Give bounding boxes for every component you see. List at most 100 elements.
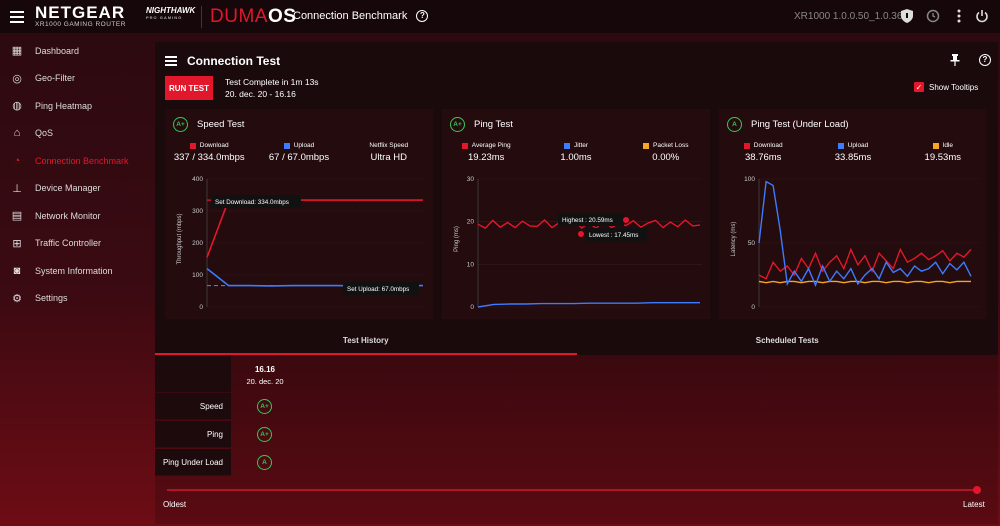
legend-average-ping[interactable]: Average Ping 19.23ms: [442, 142, 530, 163]
ping-chart: Ping (ms) 30 20 10 0 Highest : 20.59ms Lowe…: [454, 176, 702, 311]
history-icon[interactable]: [926, 9, 940, 23]
history-time: 16.16: [254, 365, 276, 374]
show-tooltips-checkbox[interactable]: ✓ Show Tooltips: [914, 82, 978, 92]
run-test-button[interactable]: RUN TEST: [165, 76, 213, 100]
highest-point: [623, 217, 629, 223]
legend-label: Download: [199, 142, 229, 149]
legend-load-idle[interactable]: Idle 19.53ms: [899, 142, 987, 163]
status-date-text: 20. dec. 20 - 16.16: [225, 88, 296, 99]
system-info-icon: ◙: [13, 264, 21, 277]
page-title: Connection Benchmark ?: [293, 10, 429, 23]
sidebar-item-connection-benchmark[interactable]: ◔ Connection Benchmark: [0, 147, 146, 175]
header-divider: [201, 6, 202, 28]
y-tick-label: 10: [467, 261, 475, 268]
legend-value: 67 / 67.0mbps: [268, 152, 330, 163]
network-monitor-icon: ▤: [11, 210, 23, 223]
history-slider-handle[interactable]: [973, 486, 981, 494]
load-idle-swatch: [932, 142, 939, 149]
duma-label: DUMA: [210, 6, 268, 27]
sidebar-item-ping-heatmap[interactable]: ◍ Ping Heatmap: [0, 92, 146, 120]
jitter-line: [477, 302, 700, 308]
highest-tooltip: [558, 213, 624, 226]
load-ticks: 100 50 0: [744, 176, 979, 311]
slider-latest-label: Latest: [963, 500, 985, 509]
sidebar-item-system-information[interactable]: ◙ System Information: [0, 257, 146, 285]
legend-value: 38.76ms: [745, 152, 782, 163]
ping-under-load-title: Ping Test (Under Load): [751, 119, 849, 130]
history-slider-track[interactable]: [167, 489, 977, 491]
more-options-icon[interactable]: [952, 9, 966, 23]
history-row-label: Ping: [155, 421, 231, 448]
upload-tooltip-text: Set Upload: 67.0mbps: [347, 286, 409, 293]
speed-test-header: A+ Speed Test: [173, 117, 244, 132]
nighthawk-logo: NIGHTHAWK PRO GAMING: [146, 6, 195, 20]
menu-icon[interactable]: [10, 11, 24, 23]
ping-test-title: Ping Test: [474, 119, 513, 130]
shield-icon[interactable]: [900, 9, 914, 23]
legend-label: Upload: [293, 142, 315, 149]
history-entry[interactable]: 16.16 20. dec. 20 A+ A+ A: [235, 355, 295, 479]
sidebar-item-device-manager[interactable]: ⊥ Device Manager: [0, 175, 146, 203]
history-row-labels: Speed Ping Ping Under Load: [155, 355, 231, 479]
average-ping-swatch: [461, 142, 468, 149]
load-legend: Download 38.76ms Upload 33.85ms Idle 19.…: [719, 142, 987, 163]
dumaos-logo: DUMAOS: [210, 6, 296, 28]
history-load-grade: A: [257, 455, 272, 470]
brand: NETGEAR XR1000 GAMING ROUTER: [35, 3, 126, 28]
download-swatch: [189, 142, 196, 149]
sidebar-item-label: Traffic Controller: [35, 238, 102, 249]
sidebar-item-settings[interactable]: ⚙ Settings: [0, 285, 146, 313]
help-icon[interactable]: ?: [416, 10, 429, 23]
download-tooltip: [211, 195, 301, 208]
speed-test-title: Speed Test: [197, 119, 245, 130]
settings-icon: ⚙: [12, 292, 22, 305]
ping-test-card: A+ Ping Test Average Ping 19.23ms Jitter…: [442, 109, 710, 319]
legend-load-upload[interactable]: Upload 33.85ms: [807, 142, 898, 163]
legend-value: 337 / 334.0mbps: [173, 152, 245, 163]
power-icon[interactable]: [975, 9, 989, 23]
sidebar-item-qos[interactable]: ⌂ QoS: [0, 120, 146, 148]
slider-oldest-label: Oldest: [163, 500, 187, 509]
history-tabs: Test History Scheduled Tests: [155, 331, 998, 355]
load-grade-badge: A: [727, 117, 742, 132]
y-tick-label: 0: [751, 304, 755, 311]
ping-ticks: 30 20 10 0: [467, 176, 702, 311]
y-tick-label: 0: [199, 304, 203, 311]
device-manager-icon: ⊥: [12, 182, 22, 195]
sidebar-item-network-monitor[interactable]: ▤ Network Monitor: [0, 202, 146, 230]
legend-jitter[interactable]: Jitter 1.00ms: [530, 142, 621, 163]
top-bar: NETGEAR XR1000 GAMING ROUTER NIGHTHAWK P…: [0, 0, 1000, 34]
ping-heatmap-icon: ◍: [12, 100, 22, 113]
legend-upload[interactable]: Upload 67 / 67.0mbps: [253, 142, 344, 163]
legend-download[interactable]: Download 337 / 334.0mbps: [165, 142, 253, 163]
tab-scheduled-tests[interactable]: Scheduled Tests: [755, 336, 819, 345]
sidebar-item-traffic-controller[interactable]: ⊞ Traffic Controller: [0, 230, 146, 258]
geo-filter-icon: ◎: [12, 72, 22, 85]
load-ylabel: Latency (ms): [731, 222, 737, 257]
history-header-cell: [155, 355, 231, 393]
panel-help-icon[interactable]: ?: [979, 54, 991, 66]
download-line: [206, 199, 423, 258]
legend-load-download[interactable]: Download 38.76ms: [719, 142, 807, 163]
firmware-version: XR1000 1.0.0.50_1.0.36: [794, 11, 903, 22]
sidebar-item-geo-filter[interactable]: ◎ Geo-Filter: [0, 65, 146, 93]
lowest-tooltip-text: Lowest : 17.45ms: [589, 232, 638, 239]
history-speed-grade: A+: [257, 399, 272, 414]
show-tooltips-label: Show Tooltips: [929, 82, 979, 92]
legend-packet-loss[interactable]: Packet Loss 0.00%: [622, 142, 710, 163]
sidebar-item-label: Dashboard: [35, 45, 80, 56]
sidebar-item-dashboard[interactable]: ▦ Dashboard: [0, 37, 146, 65]
load-download-line: [758, 247, 972, 280]
load-chart: Latency (ms) 100 50 0: [731, 176, 979, 311]
y-tick-label: 200: [192, 240, 203, 247]
legend-label: Upload: [847, 142, 869, 149]
panel-menu-icon[interactable]: [165, 56, 177, 66]
nighthawk-sub-label: PRO GAMING: [146, 15, 183, 20]
history-row-label: Ping Under Load: [155, 449, 231, 476]
highest-tooltip-text: Highest : 20.59ms: [562, 217, 613, 224]
y-tick-label: 100: [192, 272, 203, 279]
pin-icon[interactable]: [950, 54, 960, 69]
tab-test-history[interactable]: Test History: [155, 331, 577, 355]
legend-value: 0.00%: [652, 152, 680, 163]
ping-under-load-header: A Ping Test (Under Load): [727, 117, 849, 132]
